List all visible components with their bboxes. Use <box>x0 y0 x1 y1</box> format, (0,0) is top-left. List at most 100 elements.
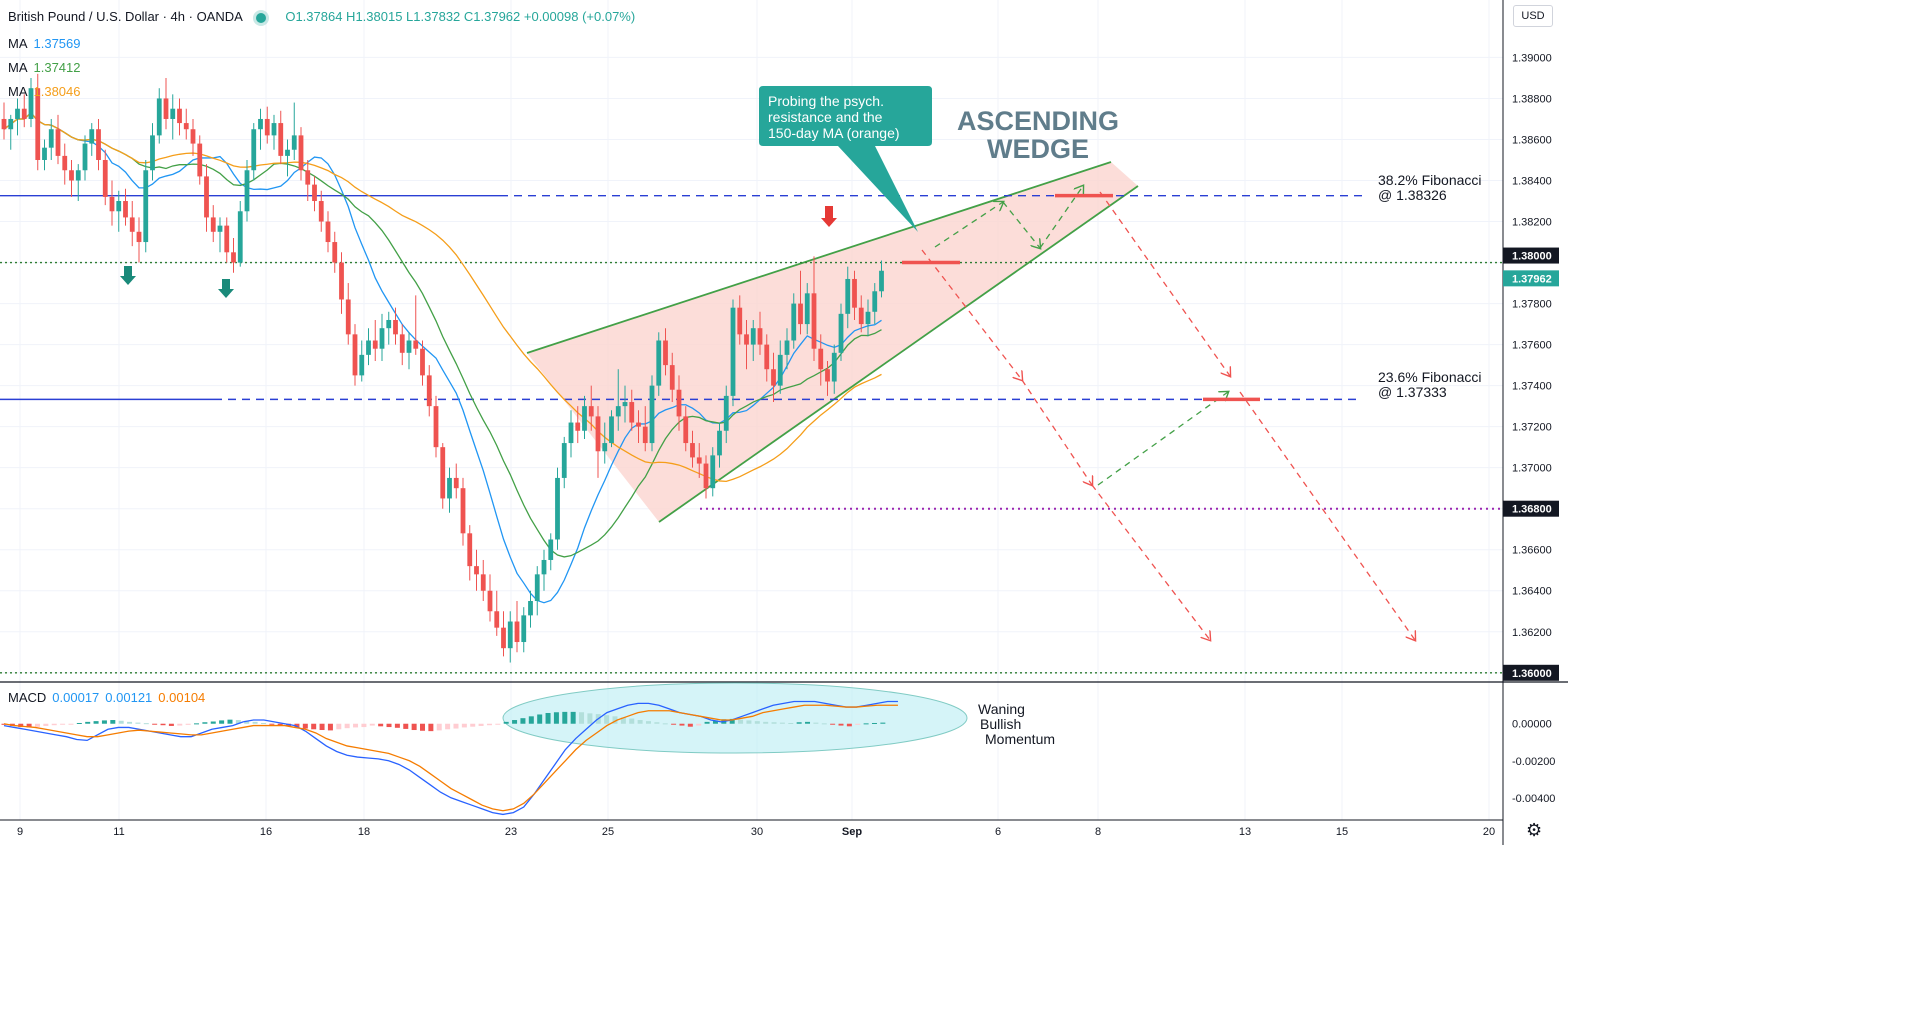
macd-histogram-bar <box>537 714 543 724</box>
currency-button[interactable]: USD <box>1513 5 1553 27</box>
candle-body <box>447 477 452 499</box>
macd-histogram-bar <box>562 711 568 724</box>
macd-histogram-bar <box>235 720 241 724</box>
candle-body <box>865 311 871 325</box>
candle-body <box>690 443 695 458</box>
candle-body <box>852 278 857 308</box>
macd-histogram-bar <box>93 721 99 724</box>
candle-body <box>224 225 230 253</box>
macd-histogram-bar <box>712 720 718 724</box>
candle-body <box>636 422 641 427</box>
projection-green-arrow <box>1002 201 1040 248</box>
candle-body <box>669 365 675 390</box>
callout-box <box>759 86 932 232</box>
candle-body <box>204 176 209 218</box>
candle-body <box>703 463 709 489</box>
fib-382-label: @ 1.38326 <box>1378 187 1447 203</box>
macd-histogram-bar <box>445 723 451 730</box>
macd-histogram-bar <box>252 721 258 724</box>
macd-histogram-bar <box>830 723 836 725</box>
candle-body <box>784 340 790 355</box>
price-tag-label: 1.37962 <box>1512 273 1552 285</box>
annotations: Probing the psych.resistance and the150-… <box>120 86 1482 747</box>
macd-histogram-bar <box>420 723 425 731</box>
time-axis-label: 16 <box>260 826 272 838</box>
macd-highlight-ellipse <box>502 682 968 754</box>
macd-histogram-bar <box>679 723 685 726</box>
ma-label: MA <box>8 84 28 99</box>
symbol-title[interactable]: British Pound / U.S. Dollar · 4h · OANDA <box>8 9 243 24</box>
ma-value-blue: 1.37569 <box>33 36 81 51</box>
macd-panel <box>1 682 968 816</box>
macd-histogram-bar <box>671 723 677 725</box>
fib-236-label: @ 1.37333 <box>1378 384 1447 400</box>
time-axis-label: 23 <box>505 826 517 838</box>
ma-legend-green[interactable]: MA 1.37412 <box>8 60 81 75</box>
candle-body <box>683 416 689 444</box>
candle-body <box>798 303 803 325</box>
macd-value-1: 0.00017 <box>52 690 100 705</box>
callout-text: 150-day MA (orange) <box>768 125 900 141</box>
candle-body <box>750 328 756 345</box>
candle-body <box>109 196 115 212</box>
candle-body <box>663 340 668 366</box>
candle-body <box>62 155 68 171</box>
macd-histogram-bar <box>545 712 551 724</box>
macd-histogram-bar <box>101 720 107 724</box>
candle-body <box>15 108 20 119</box>
candle-body <box>548 539 554 560</box>
candle-body <box>75 170 81 181</box>
macd-histogram-bar <box>855 723 861 725</box>
candle-body <box>35 88 41 160</box>
candle-body <box>845 278 851 314</box>
candle-body <box>393 319 398 335</box>
candle-body <box>325 221 331 243</box>
macd-axis-label: -0.00200 <box>1512 756 1555 768</box>
candle-body <box>764 344 770 370</box>
macd-histogram-bar <box>428 723 434 732</box>
candle-body <box>609 416 614 444</box>
candle-body <box>723 395 729 431</box>
price-chart[interactable]: 1.39000 1.38800 1.38600 1.38400 1.38200 1.378… <box>0 0 1568 845</box>
candle-body <box>744 334 749 345</box>
macd-histogram-bar <box>277 723 283 726</box>
macd-histogram-bar <box>135 722 141 724</box>
macd-legend[interactable]: MACD 0.00017 0.00121 0.00104 <box>8 690 205 705</box>
candle-body <box>231 252 236 263</box>
macd-histogram-bar <box>779 722 785 724</box>
candle-body <box>69 170 74 181</box>
macd-histogram-bar <box>219 720 225 724</box>
candle-body <box>183 123 189 130</box>
candle-body <box>568 422 574 444</box>
ohlc-values: O1.37864 H1.38015 L1.37832 C1.37962 +0.0… <box>285 9 636 24</box>
wedge-upper-line <box>526 161 1112 354</box>
macd-histogram-bar <box>629 718 635 724</box>
candle-body <box>399 334 405 353</box>
macd-histogram-bar <box>528 716 534 724</box>
candle-body <box>433 406 439 448</box>
ma-legend-orange[interactable]: MA 1.38046 <box>8 84 81 99</box>
macd-histogram-bar <box>729 718 735 724</box>
candle-body <box>825 369 830 382</box>
macd-histogram-bar <box>311 723 317 730</box>
candle-body <box>656 340 662 386</box>
macd-histogram-bar <box>51 723 57 726</box>
candle-body <box>501 627 506 649</box>
price-axis-label: 1.37400 <box>1512 381 1552 393</box>
macd-histogram-bar <box>771 722 777 724</box>
ma-legend-blue[interactable]: MA 1.37569 <box>8 36 81 51</box>
time-axis: 9 11 16 18 23 25 30 Sep 6 8 13 15 20 <box>17 826 1495 838</box>
candle-body <box>244 170 250 212</box>
candle-body <box>170 108 176 119</box>
macd-histogram-bar <box>746 720 752 724</box>
candle-body <box>48 129 54 148</box>
price-tag-label: 1.38000 <box>1512 251 1552 263</box>
macd-histogram-bar <box>863 723 869 725</box>
macd-histogram-bar <box>210 721 216 724</box>
green-up-arrow <box>218 279 234 298</box>
macd-note: Bullish <box>980 716 1021 732</box>
candle-body <box>602 443 608 452</box>
candle-body <box>379 328 385 349</box>
gear-icon[interactable]: ⚙ <box>1526 820 1543 840</box>
price-axis-label: 1.36400 <box>1512 586 1552 598</box>
